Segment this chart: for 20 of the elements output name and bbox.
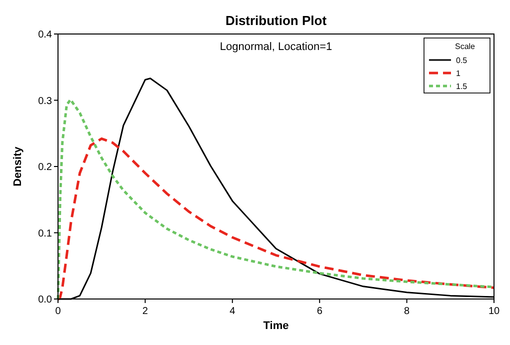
chart-title: Distribution Plot (225, 13, 328, 28)
x-tick-label: 2 (142, 306, 148, 317)
y-axis-title: Density (12, 146, 24, 186)
y-tick-label: 0.1 (38, 228, 52, 240)
text: Lognormal, Location=1 (220, 41, 332, 53)
x-tick-label: 0 (55, 306, 62, 317)
y-tick-label: 0.4 (38, 30, 52, 40)
y-tick-label: 0.0 (38, 294, 52, 306)
legend-title: Scale (454, 42, 476, 51)
y-tick-label: 0.2 (38, 162, 52, 173)
legend-label: 1.5 (456, 82, 468, 91)
line-series (56, 137, 496, 300)
x-tick-label: 4 (230, 306, 236, 317)
legend-label: 1 (456, 69, 461, 78)
y-tick-label: 0.3 (38, 96, 52, 107)
x-tick-label: 10 (488, 306, 500, 317)
legend-label: 0.5 (456, 56, 468, 65)
x-tick-label: 6 (316, 306, 323, 317)
x-tick-label: 8 (404, 306, 410, 317)
x-axis-title: Time (263, 320, 289, 332)
